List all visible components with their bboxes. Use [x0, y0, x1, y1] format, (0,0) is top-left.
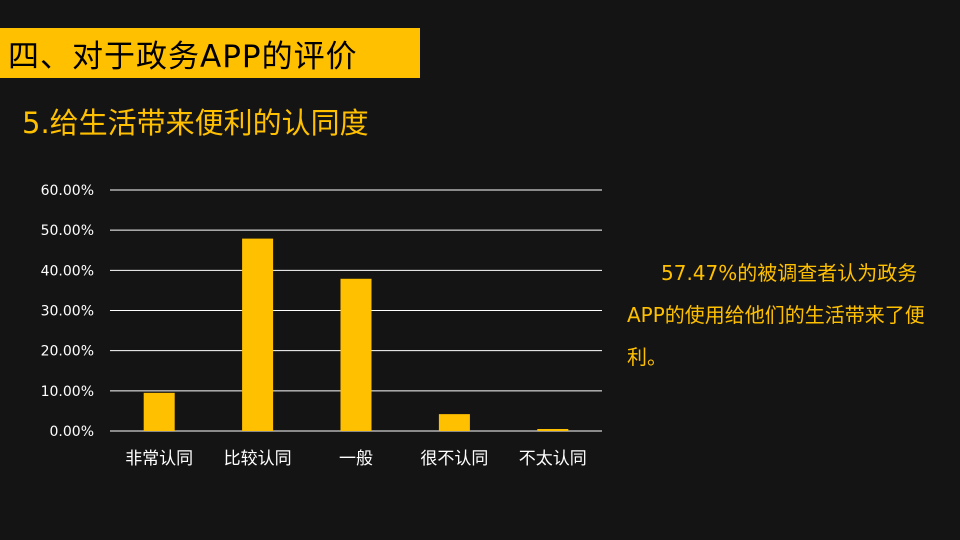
bar	[438, 414, 470, 431]
summary-note: 57.47%的被调查者认为政务APP的使用给他们的生活带来了便利。	[627, 252, 927, 378]
summary-text: 57.47%的被调查者认为政务APP的使用给他们的生活带来了便利。	[627, 261, 925, 369]
bar	[340, 278, 372, 431]
y-tick-label: 50.00%	[41, 223, 94, 239]
y-tick-label: 40.00%	[41, 263, 94, 279]
bar	[537, 428, 569, 431]
bar	[143, 392, 175, 431]
y-tick-label: 10.00%	[41, 384, 94, 400]
x-tick-label: 不太认同	[519, 449, 587, 469]
x-tick-label: 非常认同	[125, 449, 193, 469]
bar	[242, 238, 274, 431]
x-tick-label: 很不认同	[420, 449, 488, 469]
page-title: 四、对于政务APP的评价	[8, 38, 358, 75]
title-bar: 四、对于政务APP的评价	[0, 28, 420, 78]
y-tick-label: 0.00%	[50, 424, 94, 440]
bar-chart-svg: 0.00% 10.00% 20.00% 30.00% 40.00% 50.00% 60.00…	[41, 183, 602, 469]
y-tick-label: 20.00%	[41, 344, 94, 360]
chart-subtitle: 5.给生活带来便利的认同度	[22, 106, 369, 140]
y-tick-label: 60.00%	[41, 183, 94, 199]
x-tick-label: 一般	[339, 449, 373, 469]
y-tick-label: 30.00%	[41, 304, 94, 320]
x-tick-label: 比较认同	[224, 449, 292, 469]
bar-chart: 0.00% 10.00% 20.00% 30.00% 40.00% 50.00% 60.00…	[0, 160, 620, 490]
